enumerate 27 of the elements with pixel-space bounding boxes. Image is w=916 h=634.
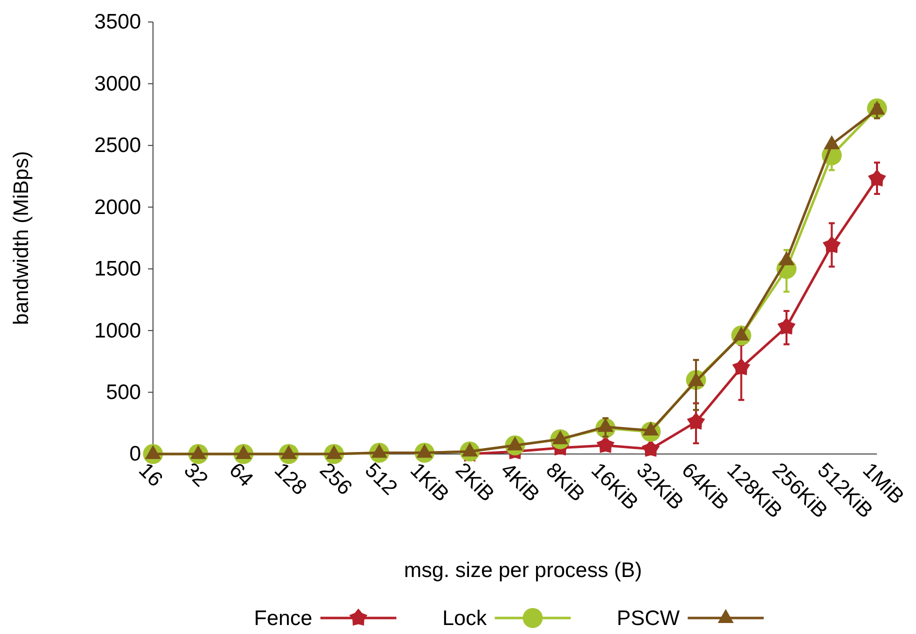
x-tick-label: 4KiB (496, 458, 544, 506)
y-tick-label: 1500 (94, 258, 141, 281)
y-tick-label: 3500 (94, 10, 141, 34)
point (778, 251, 794, 266)
point (642, 440, 660, 457)
y-tick-label: 3000 (94, 72, 141, 96)
x-tick-label: 64 (224, 458, 258, 492)
y-tick-label: 500 (106, 381, 141, 404)
y-tick-label: 0 (129, 442, 141, 466)
point (824, 135, 840, 150)
point (868, 169, 886, 186)
x-tick-label: 256 (315, 458, 356, 500)
legend-label: Fence (254, 607, 312, 630)
y-axis-title: bandwidth (MiBps) (10, 151, 33, 325)
x-axis-title: msg. size per process (B) (404, 559, 642, 582)
y-tick-label: 2000 (94, 196, 141, 219)
point (686, 412, 706, 430)
legend-label: Lock (442, 607, 488, 630)
x-tick-label: 128 (270, 458, 311, 500)
point (732, 358, 750, 376)
y-tick-label: 2500 (94, 134, 141, 158)
legend-label: PSCW (616, 607, 680, 630)
x-tick-label: 512 (360, 458, 402, 500)
point (822, 236, 841, 254)
point (777, 317, 796, 335)
y-tick-label: 1000 (94, 319, 141, 342)
x-tick-label: 32 (179, 458, 212, 492)
